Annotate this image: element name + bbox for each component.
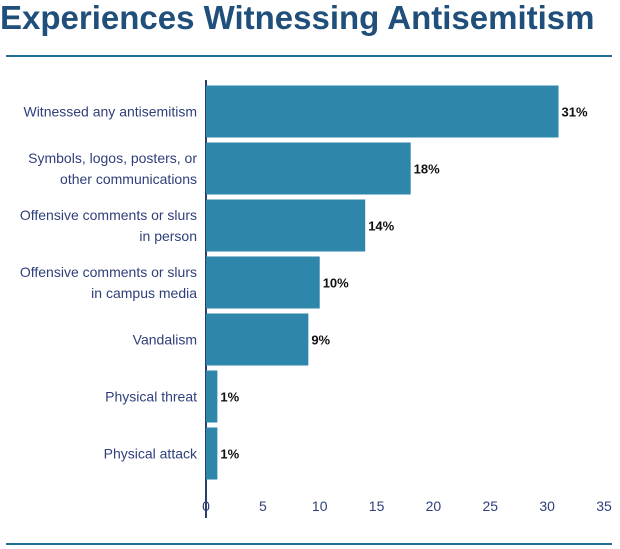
bar — [206, 256, 320, 309]
category-label: in person — [139, 228, 197, 244]
category-label: other communications — [60, 171, 197, 187]
category-label: Witnessed any antisemitism — [23, 104, 197, 120]
x-tick-label: 35 — [596, 498, 612, 514]
data-label: 1% — [220, 390, 239, 405]
x-tick-label: 0 — [202, 498, 210, 514]
title-divider — [6, 55, 612, 57]
data-label: 31% — [562, 105, 588, 120]
bar — [206, 370, 218, 423]
x-tick-label: 10 — [312, 498, 328, 514]
bar — [206, 427, 218, 480]
x-tick-label: 25 — [482, 498, 498, 514]
category-label: Offensive comments or slurs — [20, 207, 197, 223]
data-label: 10% — [323, 276, 349, 291]
category-label: Physical threat — [105, 389, 197, 405]
category-label: Physical attack — [104, 446, 198, 462]
data-label: 14% — [368, 219, 394, 234]
bottom-divider — [6, 543, 612, 545]
data-label: 18% — [414, 162, 440, 177]
x-tick-label: 15 — [369, 498, 385, 514]
data-label: 1% — [220, 447, 239, 462]
category-label: Vandalism — [133, 332, 197, 348]
x-tick-label: 30 — [539, 498, 555, 514]
category-label: Offensive comments or slurs — [20, 264, 197, 280]
data-label: 9% — [311, 333, 330, 348]
bar — [206, 85, 559, 138]
x-tick-label: 5 — [259, 498, 267, 514]
category-label: Symbols, logos, posters, or — [28, 150, 197, 166]
x-tick-label: 20 — [426, 498, 442, 514]
bar — [206, 199, 366, 252]
category-label: in campus media — [91, 285, 197, 301]
bar — [206, 313, 309, 366]
bar — [206, 142, 411, 195]
chart-title: Experiences Witnessing Antisemitism — [0, 0, 595, 36]
